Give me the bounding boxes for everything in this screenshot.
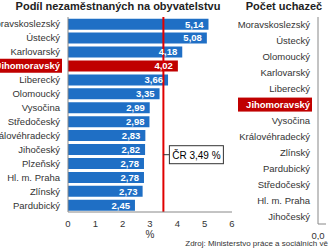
svg-text:Olomoucký: Olomoucký [262,51,310,62]
svg-text:2,98: 2,98 [126,116,145,127]
svg-text:Vysočina: Vysočina [22,102,61,113]
svg-text:3,35: 3,35 [136,88,155,99]
svg-text:Královéhradecký: Královéhradecký [8,130,60,141]
svg-text:6: 6 [229,218,234,229]
svg-text:Pardubický: Pardubický [263,163,310,174]
svg-text:Středočeský: Středočeský [258,179,311,190]
svg-text:2,82: 2,82 [122,144,141,155]
svg-text:Jihomoravský: Jihomoravský [8,60,61,71]
svg-text:2,83: 2,83 [122,130,141,141]
svg-text:Moravskoslezský: Moravskoslezský [8,18,60,29]
svg-text:Plzeňský: Plzeňský [22,158,60,169]
svg-text:4,18: 4,18 [159,46,178,57]
svg-text:Hl. m. Praha: Hl. m. Praha [8,172,61,183]
svg-text:Královéhradecký: Královéhradecký [239,131,310,142]
svg-text:4: 4 [175,218,180,229]
svg-text:Moravskoslezský: Moravskoslezský [238,19,310,30]
svg-text:2,78: 2,78 [120,172,139,183]
svg-text:3: 3 [147,218,152,229]
svg-text:Hl. m. Praha: Hl. m. Praha [257,195,311,206]
svg-text:3,66: 3,66 [145,74,164,85]
svg-text:2,73: 2,73 [119,186,138,197]
html-text:Zdroj: Ministerstvo práce a so: Zdroj: Ministerstvo práce a sociálních v… [185,239,328,248]
svg-text:2,99: 2,99 [126,102,145,113]
svg-text:ČR 3,49 %: ČR 3,49 % [172,149,220,161]
svg-text:Středočeský: Středočeský [8,116,60,127]
svg-text:Karlovarský: Karlovarský [260,67,310,78]
svg-text:Karlovarský: Karlovarský [10,46,60,57]
svg-text:5,08: 5,08 [183,32,202,43]
svg-text:Ústecký: Ústecký [276,35,310,46]
svg-text:5: 5 [202,218,207,229]
svg-text:2,45: 2,45 [111,200,130,211]
svg-text:5,14: 5,14 [185,19,204,30]
svg-text:Liberecký: Liberecký [269,83,310,94]
svg-text:2: 2 [120,218,125,229]
html-text:Počet uchazeč: Počet uchazeč [245,0,323,12]
svg-text:Vysočina: Vysočina [272,115,311,126]
svg-text:0: 0 [65,218,70,229]
svg-text:Zlínský: Zlínský [30,186,60,197]
svg-text:0,0: 0,0 [311,230,322,240]
svg-text:Liberecký: Liberecký [19,74,60,85]
html-text:Podíl nezaměstnaných na obyvat: Podíl nezaměstnaných na obyvatelstvu [15,0,221,12]
svg-text:Jihomoravský: Jihomoravský [246,99,311,110]
svg-text:Zlínský: Zlínský [280,147,310,158]
svg-text:2,78: 2,78 [120,158,139,169]
svg-text:Ústecký: Ústecký [26,32,60,43]
svg-text:Jihočeský: Jihočeský [18,144,60,155]
svg-text:Olomoucký: Olomoucký [12,88,60,99]
svg-text:%: % [146,229,155,238]
svg-text:Pardubický: Pardubický [13,200,60,211]
svg-text:1: 1 [93,218,98,229]
svg-text:Jihočeský: Jihočeský [268,211,310,222]
svg-text:4,02: 4,02 [154,60,173,71]
